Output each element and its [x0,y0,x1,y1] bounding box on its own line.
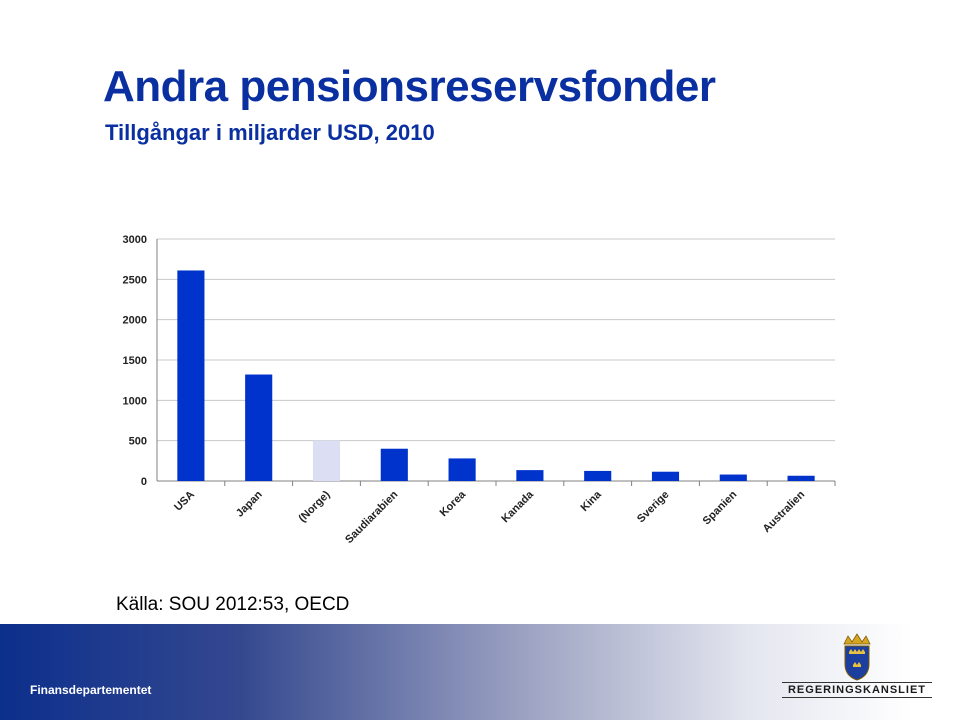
bar [516,470,544,481]
bar [380,448,408,481]
y-tick-label: 1000 [123,395,147,407]
x-tick-label: Saudiarabien [343,488,401,546]
y-tick-label: 3000 [123,234,147,246]
footer-label: Finansdepartementet [30,683,152,697]
x-tick-label: Sverige [635,489,672,526]
x-tick-label: Kanada [499,488,536,525]
slide-title: Andra pensionsreservsfonder [103,62,716,111]
regeringskansliet-logo: REGERINGSKANSLIET [782,632,932,702]
y-tick-label: 2000 [123,315,147,327]
y-tick-label: 500 [129,436,147,448]
bar [584,470,612,481]
bar [787,475,815,481]
y-tick-label: 0 [141,476,147,488]
footer-band [0,624,960,720]
x-tick-label: Korea [438,488,469,519]
bar [651,471,680,481]
x-tick-label: Australien [761,488,808,535]
crown-shield-icon [843,633,871,681]
bar [312,440,341,481]
bar-chart: 0 500 1000 1500 2000 2500 3000 USA Japan (Norge) S… [123,234,836,546]
x-tick-label: USA [172,489,197,514]
bar [719,474,747,481]
slide-subtitle: Tillgångar i miljarder USD, 2010 [105,120,435,145]
bar [245,374,273,481]
bar [177,270,205,481]
bar [448,458,476,481]
x-tick-label: Spanien [701,488,740,527]
logo-text: REGERINGSKANSLIET [782,682,932,698]
x-tick-label: Japan [234,488,265,519]
source-note: Källa: SOU 2012:53, OECD [116,594,350,615]
y-tick-label: 1500 [123,355,147,367]
y-tick-label: 2500 [123,274,147,286]
x-tick-label: (Norge) [296,488,332,524]
x-tick-label: Kina [578,488,604,514]
